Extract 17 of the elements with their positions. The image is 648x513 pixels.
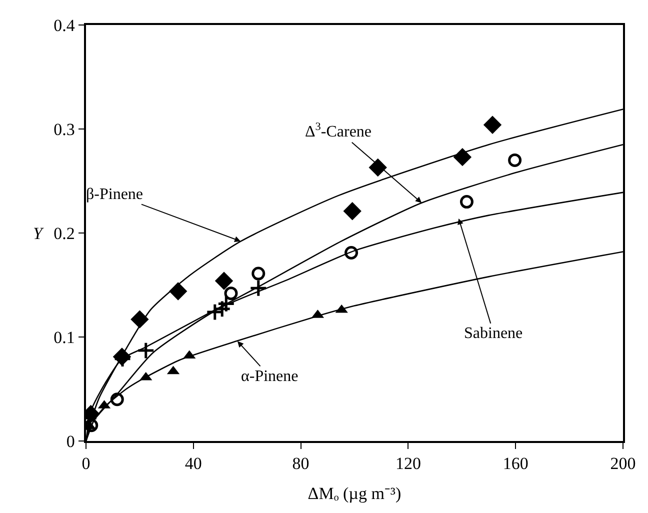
x-tick-label: 0	[82, 454, 90, 474]
x-tick-label: 160	[502, 454, 528, 474]
y-tick-label: 0.4	[54, 16, 76, 35]
x-axis-title: ΔMₒ (µg m⁻³)	[308, 484, 402, 504]
annotation: β-Pinene	[86, 186, 144, 203]
y-tick-label: 0.1	[54, 328, 75, 347]
y-tick-label: 0.3	[54, 120, 75, 139]
y-tick-label: 0.2	[54, 224, 75, 243]
annotation: α-Pinene	[241, 368, 298, 385]
x-tick-label: 80	[292, 454, 310, 474]
y-tick-label: 0	[66, 432, 75, 451]
x-tick-label: 40	[184, 454, 202, 474]
annotation: Δ$^{3}$-Carene	[305, 121, 372, 141]
x-tick-label: 200	[610, 454, 636, 474]
y-axis-title: Y	[33, 224, 44, 243]
x-tick-label: 120	[395, 454, 421, 474]
annotation: Sabinene	[464, 325, 523, 342]
